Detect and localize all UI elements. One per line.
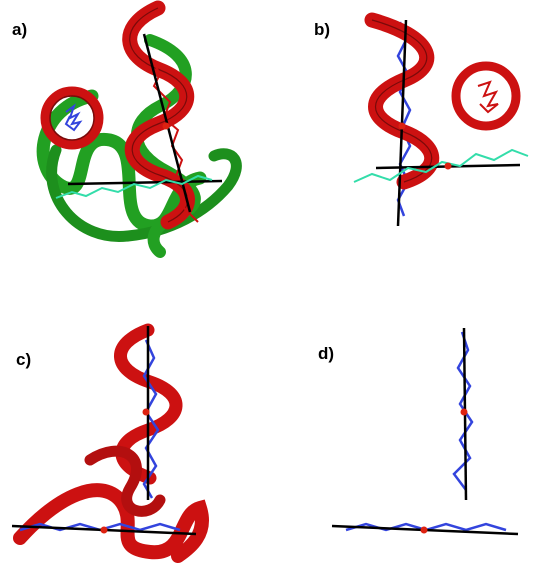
- panel-label-c: c): [16, 350, 32, 369]
- red-ring-inner-edge: [49, 95, 95, 141]
- cyan-trace-a: [55, 174, 213, 199]
- panel-d: [331, 327, 519, 536]
- center-dot-d2: [420, 526, 428, 534]
- axis-horizontal-a: [67, 179, 223, 186]
- center-dot-b2: [444, 162, 452, 170]
- red-ribbon-mid: [84, 445, 166, 517]
- center-dot-b1: [398, 122, 406, 130]
- blue-trace-in-ring: [64, 103, 83, 132]
- red-helix-edge: [129, 7, 189, 223]
- panel-label-b: b): [314, 20, 331, 39]
- center-dot-d1: [460, 408, 468, 416]
- panel-c: [11, 323, 209, 563]
- red-ring-b: [451, 61, 521, 131]
- red-ring: [40, 86, 104, 150]
- red-ribbon-bottom: [13, 483, 209, 563]
- center-dot-a: [162, 122, 170, 130]
- red-trace-in-ring-b: [477, 80, 499, 114]
- center-dot-c1: [142, 408, 150, 416]
- panel-label-a: a): [12, 20, 28, 39]
- red-trace: [151, 59, 199, 223]
- cyan-trace-b: [353, 148, 529, 183]
- panel-label-d: d): [318, 344, 335, 363]
- red-helix-b-edge: [371, 19, 433, 183]
- center-dot-c2: [100, 526, 108, 534]
- panel-b: [353, 12, 529, 227]
- panel-a: [36, 0, 242, 258]
